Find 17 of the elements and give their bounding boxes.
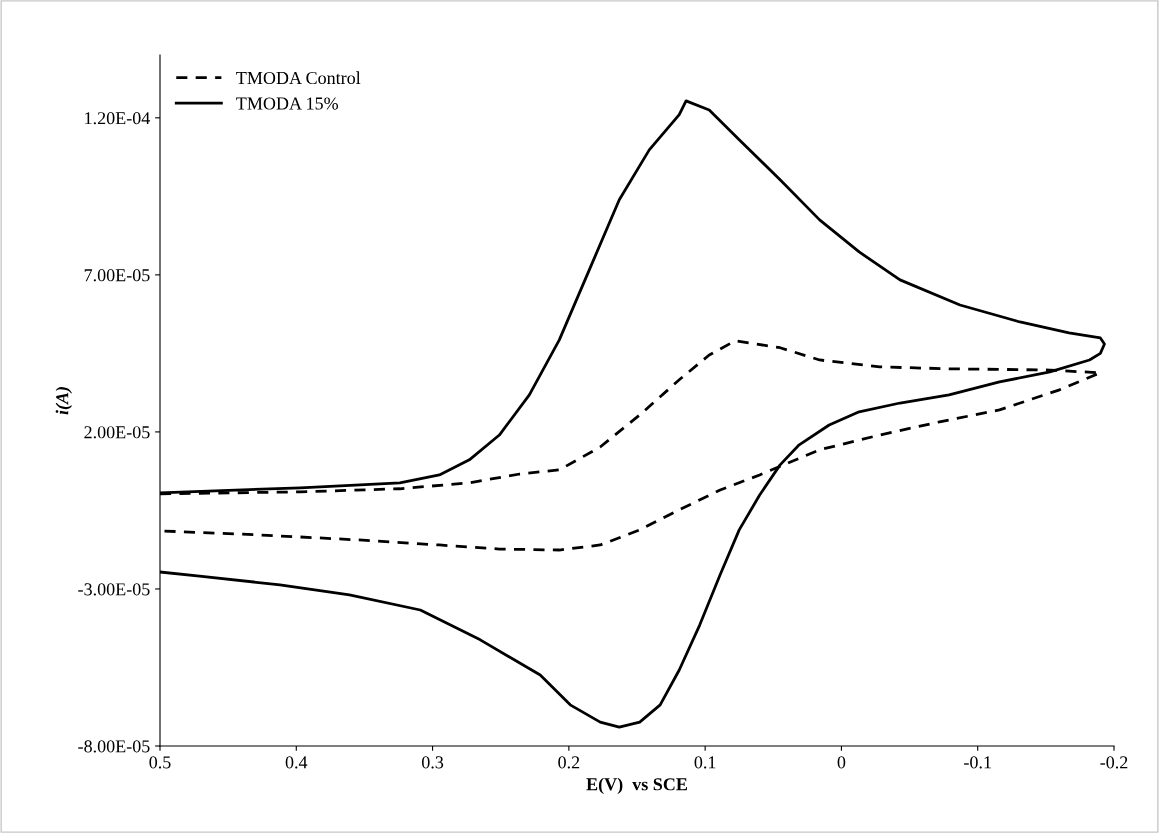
y-tick-label: 2.00E-05: [84, 426, 150, 439]
x-tick-label: 0.1: [694, 756, 716, 769]
y-tick-label: 7.00E-05: [84, 269, 150, 282]
legend-label: TMODA Control: [236, 71, 361, 85]
x-tick-label: -0.2: [1100, 756, 1128, 769]
legend-label: TMODA 15%: [236, 97, 339, 110]
y-tick-label: -8.00E-05: [78, 740, 150, 753]
y-axis-title: i(A): [55, 387, 73, 415]
x-tick-label: 0.5: [149, 756, 171, 769]
y-tick-label: -3.00E-05: [78, 583, 150, 596]
y-tick-label: 1.20E-04: [85, 112, 150, 125]
x-tick-label: 0.2: [558, 756, 580, 769]
x-tick-label: 0: [837, 756, 846, 769]
x-axis-title: E(V) vs SCE: [586, 777, 687, 795]
x-tick-label: 0.3: [421, 756, 444, 769]
x-tick-label: 0.4: [285, 756, 308, 769]
x-tick-label: -0.1: [964, 756, 991, 769]
